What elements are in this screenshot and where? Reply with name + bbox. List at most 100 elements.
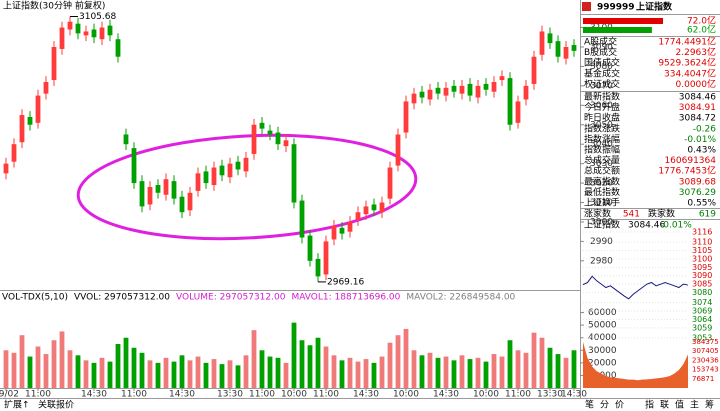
mini-y-tick-label: 3105 bbox=[692, 246, 712, 255]
candle-body bbox=[315, 258, 321, 277]
y-tick-label: 3010 bbox=[590, 198, 613, 208]
mini-y-tick-label: 3080 bbox=[692, 288, 712, 297]
candle-body bbox=[539, 31, 545, 55]
volume-bar bbox=[363, 359, 369, 388]
candle-body bbox=[363, 206, 369, 215]
volume-bar bbox=[563, 357, 569, 388]
view-tab[interactable]: 主 bbox=[690, 399, 699, 411]
mini-volume-tick-label: 307405 bbox=[692, 347, 719, 355]
mini-price-line bbox=[582, 275, 689, 300]
x-tick-label: 10:00 bbox=[393, 390, 419, 400]
row-value: 1774.4491亿 bbox=[658, 36, 716, 48]
volume-bar bbox=[283, 362, 289, 388]
candle-body bbox=[419, 91, 425, 98]
candle-body bbox=[563, 46, 569, 59]
volume-bar bbox=[307, 345, 313, 388]
view-tab[interactable]: 分 bbox=[600, 400, 609, 411]
highlight-ellipse bbox=[76, 133, 418, 241]
view-tab[interactable]: 势 bbox=[630, 399, 639, 411]
candle-body bbox=[427, 89, 433, 100]
volume-bar bbox=[259, 350, 265, 388]
candle-body bbox=[299, 200, 305, 238]
volume-bar bbox=[347, 357, 353, 388]
volume-bar bbox=[387, 342, 393, 388]
volume-bar bbox=[35, 346, 41, 388]
volume-bar bbox=[475, 357, 481, 388]
candle-body bbox=[443, 87, 449, 96]
candle-body bbox=[227, 163, 233, 178]
row-value: 160691364 bbox=[664, 156, 716, 166]
volume-bar bbox=[163, 357, 169, 388]
x-tick-label: 14:30 bbox=[353, 390, 379, 400]
volume-bar bbox=[179, 355, 185, 388]
mini-y-tick-label: 3110 bbox=[692, 238, 712, 247]
volume-bar bbox=[299, 340, 305, 388]
bottom-tab[interactable]: 扩展↑ bbox=[4, 399, 30, 411]
turnover-bar bbox=[583, 18, 663, 24]
volume-bar bbox=[211, 359, 217, 388]
volume-bar bbox=[515, 350, 521, 388]
candle-body bbox=[283, 140, 289, 147]
x-tick-label: 14:30 bbox=[81, 390, 107, 400]
y-tick-label: 3040 bbox=[590, 140, 613, 150]
mini-volume-tick-label: 76871 bbox=[692, 375, 714, 383]
row-value: -0.26 bbox=[693, 124, 717, 134]
volume-bar bbox=[171, 361, 177, 388]
candle-body bbox=[43, 81, 49, 94]
candle-body bbox=[163, 179, 169, 195]
candle-body bbox=[467, 83, 473, 96]
volume-bar bbox=[147, 360, 153, 388]
candle-body bbox=[219, 165, 225, 176]
x-tick-label: 13:30 bbox=[217, 390, 243, 400]
bottom-tab[interactable]: 关联报价 bbox=[38, 399, 74, 411]
breadth-value: 619 bbox=[699, 210, 716, 220]
quote-name: 上证指数 bbox=[636, 1, 673, 13]
quote-icon[interactable] bbox=[582, 2, 591, 11]
candle-body bbox=[19, 115, 25, 143]
volume-bar bbox=[251, 330, 257, 388]
row-label: 权证成交 bbox=[584, 78, 620, 90]
candle-body bbox=[307, 235, 313, 261]
volume-bar bbox=[523, 352, 529, 388]
row-value: -0.01% bbox=[684, 135, 716, 145]
view-tab[interactable]: 值 bbox=[675, 399, 684, 411]
x-tick-label: 11:00 bbox=[25, 390, 51, 400]
y-tick-label: 3020 bbox=[590, 179, 613, 189]
view-tab[interactable]: 笔 bbox=[585, 399, 594, 411]
volume-bar bbox=[547, 347, 553, 388]
volume-bar bbox=[451, 360, 457, 388]
row-label: 国债成交 bbox=[584, 57, 620, 69]
volume-bar bbox=[555, 354, 561, 388]
row-label: B股成交 bbox=[584, 46, 617, 58]
x-tick-label: 14:30 bbox=[433, 390, 459, 400]
volume-bar bbox=[315, 337, 321, 388]
x-tick-label: 09/02 bbox=[0, 390, 19, 400]
row-label: 总成交量 bbox=[584, 154, 620, 166]
row-value: 9529.3624亿 bbox=[658, 57, 716, 69]
candle-body bbox=[51, 46, 57, 81]
view-tab[interactable]: 联 bbox=[660, 400, 669, 411]
legend-entry: VOLUME: 297057312.00 bbox=[176, 293, 286, 303]
candle-body bbox=[379, 202, 385, 213]
candle-body bbox=[3, 163, 9, 174]
volume-bar bbox=[483, 361, 489, 388]
row-value: 1776.7453亿 bbox=[658, 165, 716, 177]
row-value: 0.0000亿 bbox=[676, 78, 717, 90]
row-label: 上证换手 bbox=[584, 197, 620, 209]
volume-bar bbox=[267, 356, 273, 388]
row-value: 3084.46 bbox=[679, 93, 716, 103]
mini-volume-tick-label: 153743 bbox=[692, 366, 719, 374]
x-tick-label: 11:00 bbox=[505, 390, 531, 400]
candle-body bbox=[131, 148, 137, 184]
breadth-label: 跌家数 bbox=[648, 208, 675, 220]
view-tab[interactable]: 指 bbox=[645, 399, 654, 411]
candle-body bbox=[491, 81, 497, 92]
volume-bar bbox=[427, 352, 433, 388]
row-value: 0.55% bbox=[687, 199, 716, 209]
view-tab[interactable]: 筹 bbox=[705, 399, 714, 411]
volume-bar bbox=[459, 355, 465, 388]
view-tab[interactable]: 价 bbox=[615, 400, 624, 411]
y-tick-label: 20000 bbox=[588, 358, 617, 368]
volume-bar bbox=[3, 350, 9, 388]
